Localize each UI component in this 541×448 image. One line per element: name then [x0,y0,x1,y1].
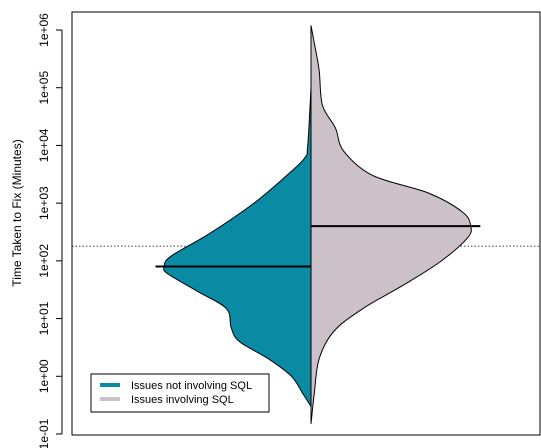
plot-frame [71,11,541,436]
legend: Issues not involving SQL Issues involving… [90,373,270,413]
y-tick-label: 1e+05 [37,71,51,105]
legend-box [90,373,270,413]
y-tick-label: 1e+06 [37,13,51,47]
y-tick-label: 1e+04 [37,128,51,162]
y-axis-title: Time Taken to Fix (Minutes) [10,139,24,286]
legend-label: Issues not involving SQL [131,380,252,392]
legend-label: Issues involving SQL [131,394,234,406]
y-tick-label: 1e+02 [37,244,51,278]
y-tick-label: 1e+01 [37,301,51,335]
bean-group [163,25,472,424]
y-tick-label: 1e+03 [37,186,51,220]
bean-half-right [310,25,472,424]
y-tick-label: 1e+00 [37,359,51,393]
bean-half-left [163,87,312,409]
median-lines [155,225,481,268]
y-axis: 1e-01 1e+00 1e+01 1e+02 1e+03 1e+04 1e+05 1e+06 [37,13,63,448]
y-tick-label: 1e-01 [37,418,51,448]
